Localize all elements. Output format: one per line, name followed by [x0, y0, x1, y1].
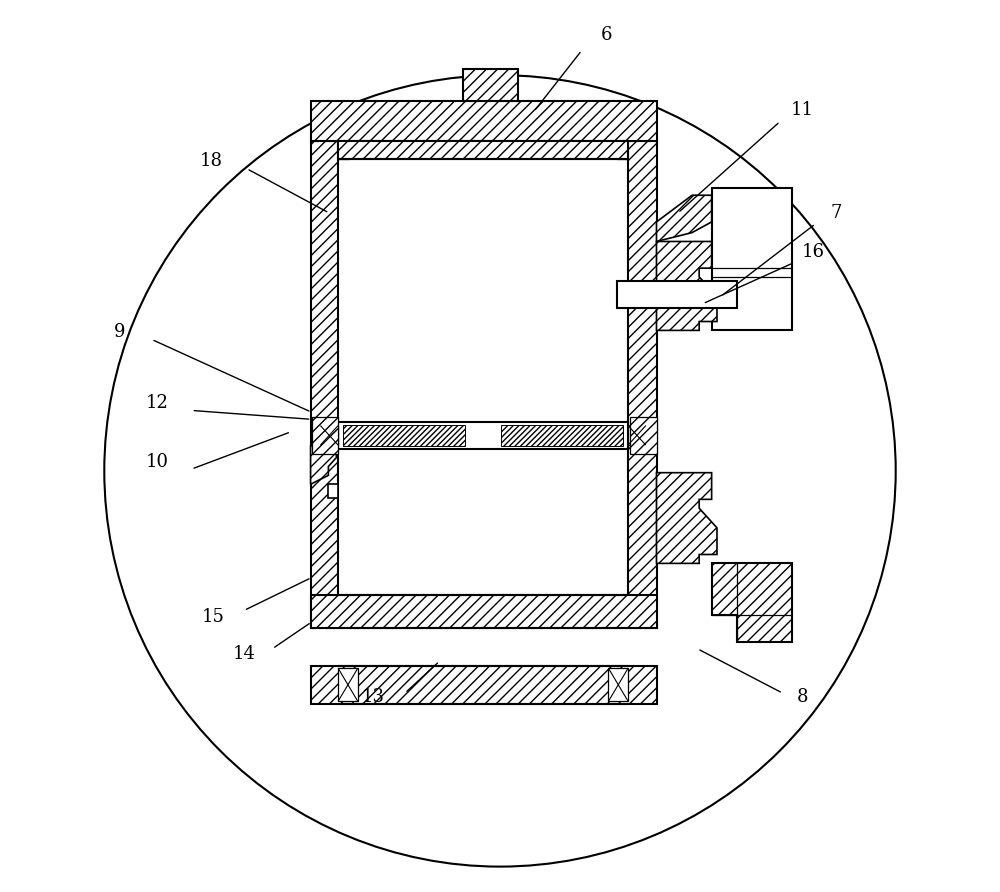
- Bar: [630, 417, 657, 454]
- Polygon shape: [657, 473, 717, 564]
- Text: 8: 8: [797, 688, 808, 706]
- Text: 16: 16: [802, 244, 825, 261]
- Bar: [338, 141, 349, 159]
- Text: 11: 11: [791, 101, 814, 119]
- Bar: [311, 141, 338, 628]
- Text: 18: 18: [200, 153, 223, 170]
- Bar: [628, 141, 657, 628]
- Polygon shape: [657, 195, 712, 242]
- Bar: [501, 425, 623, 446]
- Bar: [463, 69, 518, 101]
- Bar: [311, 101, 657, 141]
- Bar: [338, 668, 358, 701]
- Bar: [617, 141, 628, 159]
- Bar: [608, 668, 628, 701]
- Text: 13: 13: [362, 688, 385, 706]
- Bar: [328, 484, 338, 498]
- Bar: [617, 282, 737, 308]
- Bar: [338, 422, 628, 449]
- Text: 15: 15: [202, 607, 225, 625]
- Polygon shape: [657, 242, 717, 330]
- Text: 6: 6: [601, 26, 612, 45]
- Bar: [712, 188, 792, 330]
- Bar: [312, 417, 338, 454]
- Text: 7: 7: [830, 204, 842, 222]
- Polygon shape: [712, 564, 792, 641]
- Bar: [311, 595, 657, 628]
- Text: 12: 12: [146, 394, 169, 412]
- Text: 9: 9: [114, 323, 125, 341]
- Text: 14: 14: [232, 645, 255, 663]
- Polygon shape: [311, 446, 336, 484]
- Bar: [338, 141, 628, 159]
- Bar: [311, 665, 657, 704]
- Text: 10: 10: [146, 453, 169, 471]
- Bar: [343, 425, 465, 446]
- Bar: [628, 425, 646, 445]
- Bar: [320, 425, 338, 445]
